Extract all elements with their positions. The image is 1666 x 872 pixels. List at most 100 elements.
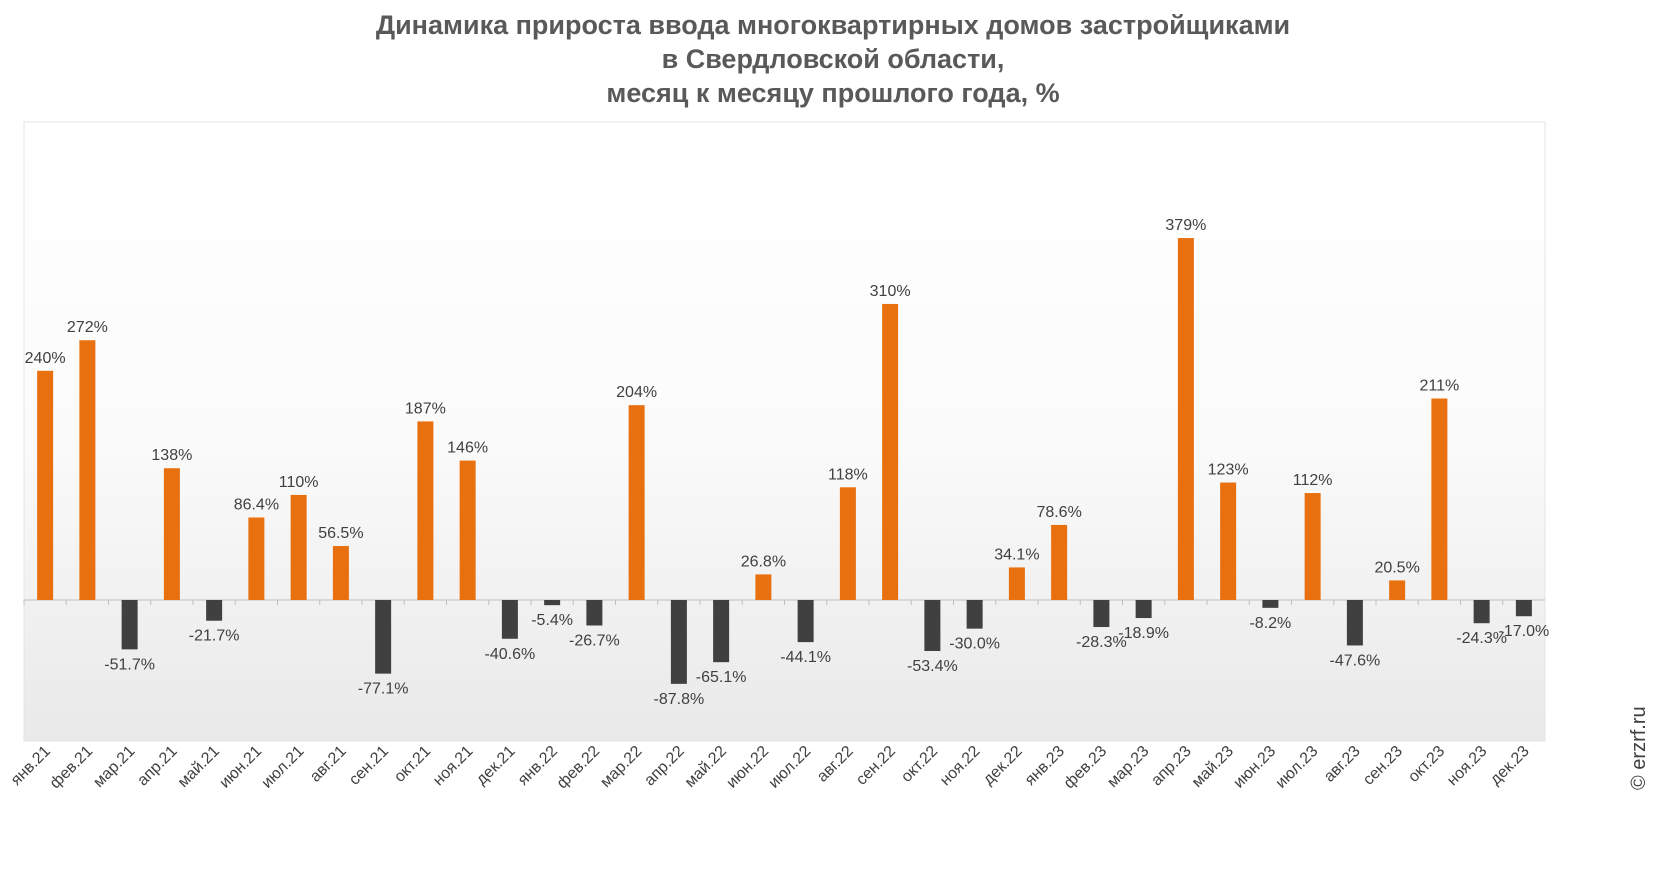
x-tick-label: авг.23 xyxy=(1321,743,1364,786)
data-label: -47.6% xyxy=(1330,652,1381,669)
bar xyxy=(206,600,223,621)
data-label: 78.6% xyxy=(1036,504,1081,521)
bar xyxy=(1135,600,1152,619)
x-tick-label: июн.23 xyxy=(1230,743,1279,792)
data-label: 86.4% xyxy=(234,496,279,513)
data-label: -28.3% xyxy=(1076,634,1127,651)
bar xyxy=(37,370,54,600)
bar xyxy=(1008,567,1025,600)
x-tick-label: апр.21 xyxy=(134,743,181,790)
data-label: -21.7% xyxy=(189,628,240,645)
data-label: -24.3% xyxy=(1456,630,1507,647)
x-tick-label: янв.23 xyxy=(1022,743,1068,789)
x-tick-label: дек.22 xyxy=(980,743,1026,789)
bar xyxy=(1093,600,1110,628)
data-label: -18.9% xyxy=(1118,625,1169,642)
x-tick-label: фев.23 xyxy=(1061,743,1110,792)
data-label: -51.7% xyxy=(104,656,155,673)
x-tick-label: окт.23 xyxy=(1405,743,1448,786)
bar xyxy=(375,600,392,674)
x-tick-label: апр.23 xyxy=(1148,743,1195,790)
bar xyxy=(163,468,180,600)
x-tick-label: фев.22 xyxy=(554,743,603,792)
bar xyxy=(501,600,518,639)
x-tick-label: май.21 xyxy=(175,743,223,791)
x-tick-label: дек.23 xyxy=(1487,743,1533,789)
x-tick-label: фев.21 xyxy=(47,743,96,792)
data-label: -77.1% xyxy=(358,681,409,698)
x-tick-label: сен.22 xyxy=(853,743,899,789)
data-label: 56.5% xyxy=(318,525,363,542)
data-label: 204% xyxy=(616,384,657,401)
bar xyxy=(713,600,730,663)
bar xyxy=(1220,482,1237,600)
data-label: -30.0% xyxy=(949,636,1000,653)
bar xyxy=(459,460,476,600)
data-label: 138% xyxy=(151,447,192,464)
data-label: 187% xyxy=(405,400,446,417)
data-label: 272% xyxy=(67,319,108,336)
chart-title: Динамика прироста ввода многоквартирных … xyxy=(0,8,1666,110)
data-label: -44.1% xyxy=(780,649,831,666)
bar xyxy=(79,340,96,600)
bar xyxy=(332,546,349,600)
x-tick-label: мар.22 xyxy=(597,743,645,791)
data-label: 34.1% xyxy=(994,546,1039,563)
bar xyxy=(924,600,941,651)
bar xyxy=(417,421,434,600)
x-tick-label: янв.22 xyxy=(515,743,561,789)
bar xyxy=(290,494,307,600)
bar xyxy=(544,600,561,606)
data-label: -5.4% xyxy=(531,612,573,629)
data-label: -40.6% xyxy=(485,646,536,663)
chart-title-line-2: в Свердловской области, xyxy=(661,44,1005,74)
data-label: 379% xyxy=(1165,217,1206,234)
x-tick-label: сен.21 xyxy=(346,743,392,789)
bar xyxy=(1515,600,1532,617)
x-tick-label: июл.23 xyxy=(1273,743,1322,792)
data-label: -8.2% xyxy=(1249,615,1291,632)
x-tick-label: ноя.21 xyxy=(430,743,476,789)
data-label: 211% xyxy=(1420,378,1460,395)
watermark: © erzrf.ru xyxy=(1628,706,1650,790)
bar xyxy=(797,600,814,643)
bar xyxy=(628,405,645,600)
x-tick-label: май.23 xyxy=(1189,743,1237,791)
x-tick-label: окт.21 xyxy=(391,743,434,786)
data-label: 26.8% xyxy=(741,553,786,570)
x-tick-label: июн.22 xyxy=(723,743,772,792)
bar xyxy=(1051,524,1068,600)
bar xyxy=(1431,398,1448,600)
chart-title-line-1: Динамика прироста ввода многоквартирных … xyxy=(375,10,1291,40)
x-tick-label: авг.21 xyxy=(307,743,350,786)
bar xyxy=(1304,493,1321,600)
bar xyxy=(670,600,687,684)
bar xyxy=(586,600,603,626)
x-tick-label: ноя.23 xyxy=(1444,743,1490,789)
data-label: 123% xyxy=(1208,462,1249,479)
bar xyxy=(121,600,138,650)
data-label: 310% xyxy=(870,283,911,300)
x-tick-label: мар.21 xyxy=(90,743,138,791)
x-tick-label: сен.23 xyxy=(1360,743,1406,789)
data-label: 146% xyxy=(447,440,488,457)
bar xyxy=(1262,600,1279,608)
bar xyxy=(1177,238,1194,600)
plot-area xyxy=(23,121,1546,742)
x-tick-label: май.22 xyxy=(682,743,730,791)
x-tick-label: апр.22 xyxy=(641,743,688,790)
bar xyxy=(1346,600,1363,646)
data-label: -65.1% xyxy=(696,669,747,686)
bar xyxy=(882,303,899,600)
x-tick-label: июл.22 xyxy=(766,743,815,792)
x-tick-label: мар.23 xyxy=(1104,743,1152,791)
bar xyxy=(248,517,265,600)
bar xyxy=(839,487,856,600)
data-label: 20.5% xyxy=(1374,559,1419,576)
x-tick-label: янв.21 xyxy=(8,743,54,789)
bar xyxy=(755,574,772,600)
x-tick-label: июл.21 xyxy=(259,743,308,792)
chart-title-line-3: месяц к месяцу прошлого года, % xyxy=(606,78,1060,108)
data-label: 112% xyxy=(1293,472,1333,489)
